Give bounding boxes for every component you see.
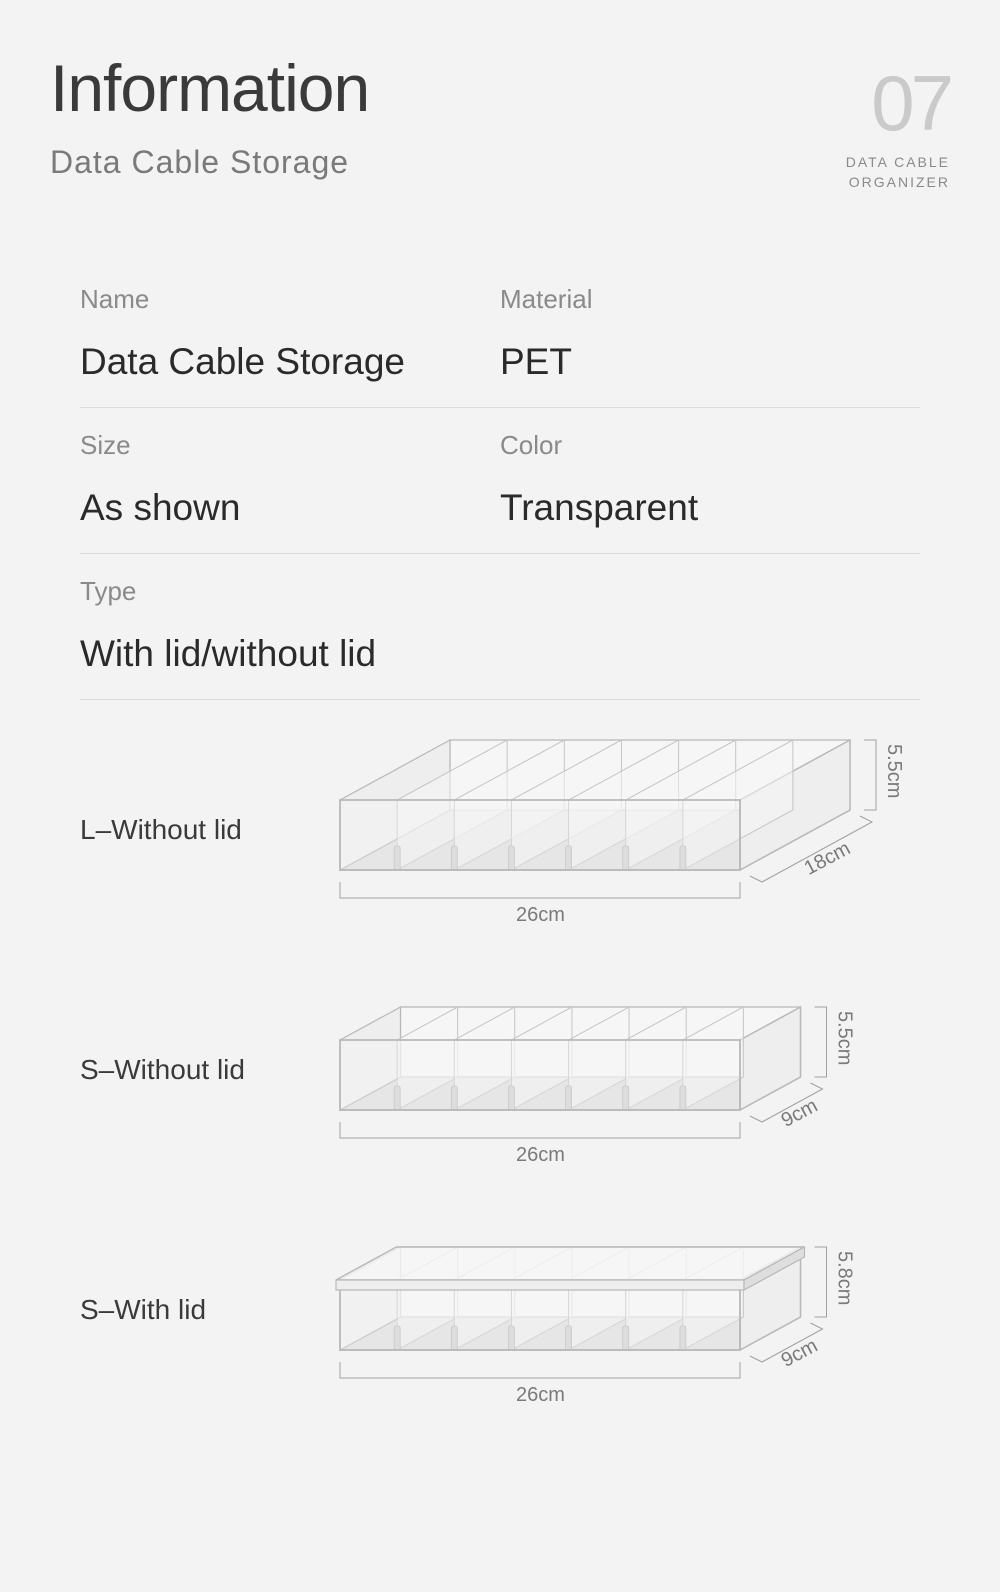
page-title: Information (50, 50, 369, 126)
product-row: S–Without lid26cm9cm5.5cm (80, 950, 920, 1190)
dimension-height: 5.5cm (833, 1011, 856, 1065)
spec-label: Color (500, 430, 920, 461)
page-caption: DATA CABLE ORGANIZER (846, 153, 950, 192)
dimension-height: 5.8cm (833, 1251, 856, 1305)
spec-value: Transparent (500, 487, 920, 529)
product-label: S–Without lid (80, 1054, 310, 1086)
spec-label: Type (80, 576, 920, 607)
spec-label: Name (80, 284, 500, 315)
page-subtitle: Data Cable Storage (50, 144, 369, 181)
product-illustration: 26cm9cm5.8cm (310, 1190, 920, 1430)
product-row: S–With lid26cm9cm5.8cm (80, 1190, 920, 1430)
product-row: L–Without lid26cm18cm5.5cm (80, 710, 920, 950)
header: Information Data Cable Storage 07 DATA C… (50, 50, 950, 192)
spec-label: Material (500, 284, 920, 315)
dimension-width: 26cm (516, 1144, 565, 1167)
spec-table: Name Data Cable StorageMaterial PET Size As … (50, 262, 950, 700)
spec-value: As shown (80, 487, 500, 529)
dimension-height: 5.5cm (882, 744, 905, 798)
dimension-width: 26cm (516, 904, 565, 927)
page-number: 07 (846, 58, 950, 149)
product-illustration: 26cm18cm5.5cm (310, 710, 920, 950)
spec-value: PET (500, 341, 920, 383)
product-illustration: 26cm9cm5.5cm (310, 950, 920, 1190)
header-right: 07 DATA CABLE ORGANIZER (846, 58, 950, 192)
spec-value: Data Cable Storage (80, 341, 500, 383)
product-list: L–Without lid26cm18cm5.5cmS–Without lid2… (50, 700, 950, 1430)
dimension-width: 26cm (516, 1384, 565, 1407)
product-label: S–With lid (80, 1294, 310, 1326)
product-label: L–Without lid (80, 814, 310, 846)
spec-label: Size (80, 430, 500, 461)
spec-value: With lid/without lid (80, 633, 920, 675)
header-left: Information Data Cable Storage (50, 50, 369, 181)
